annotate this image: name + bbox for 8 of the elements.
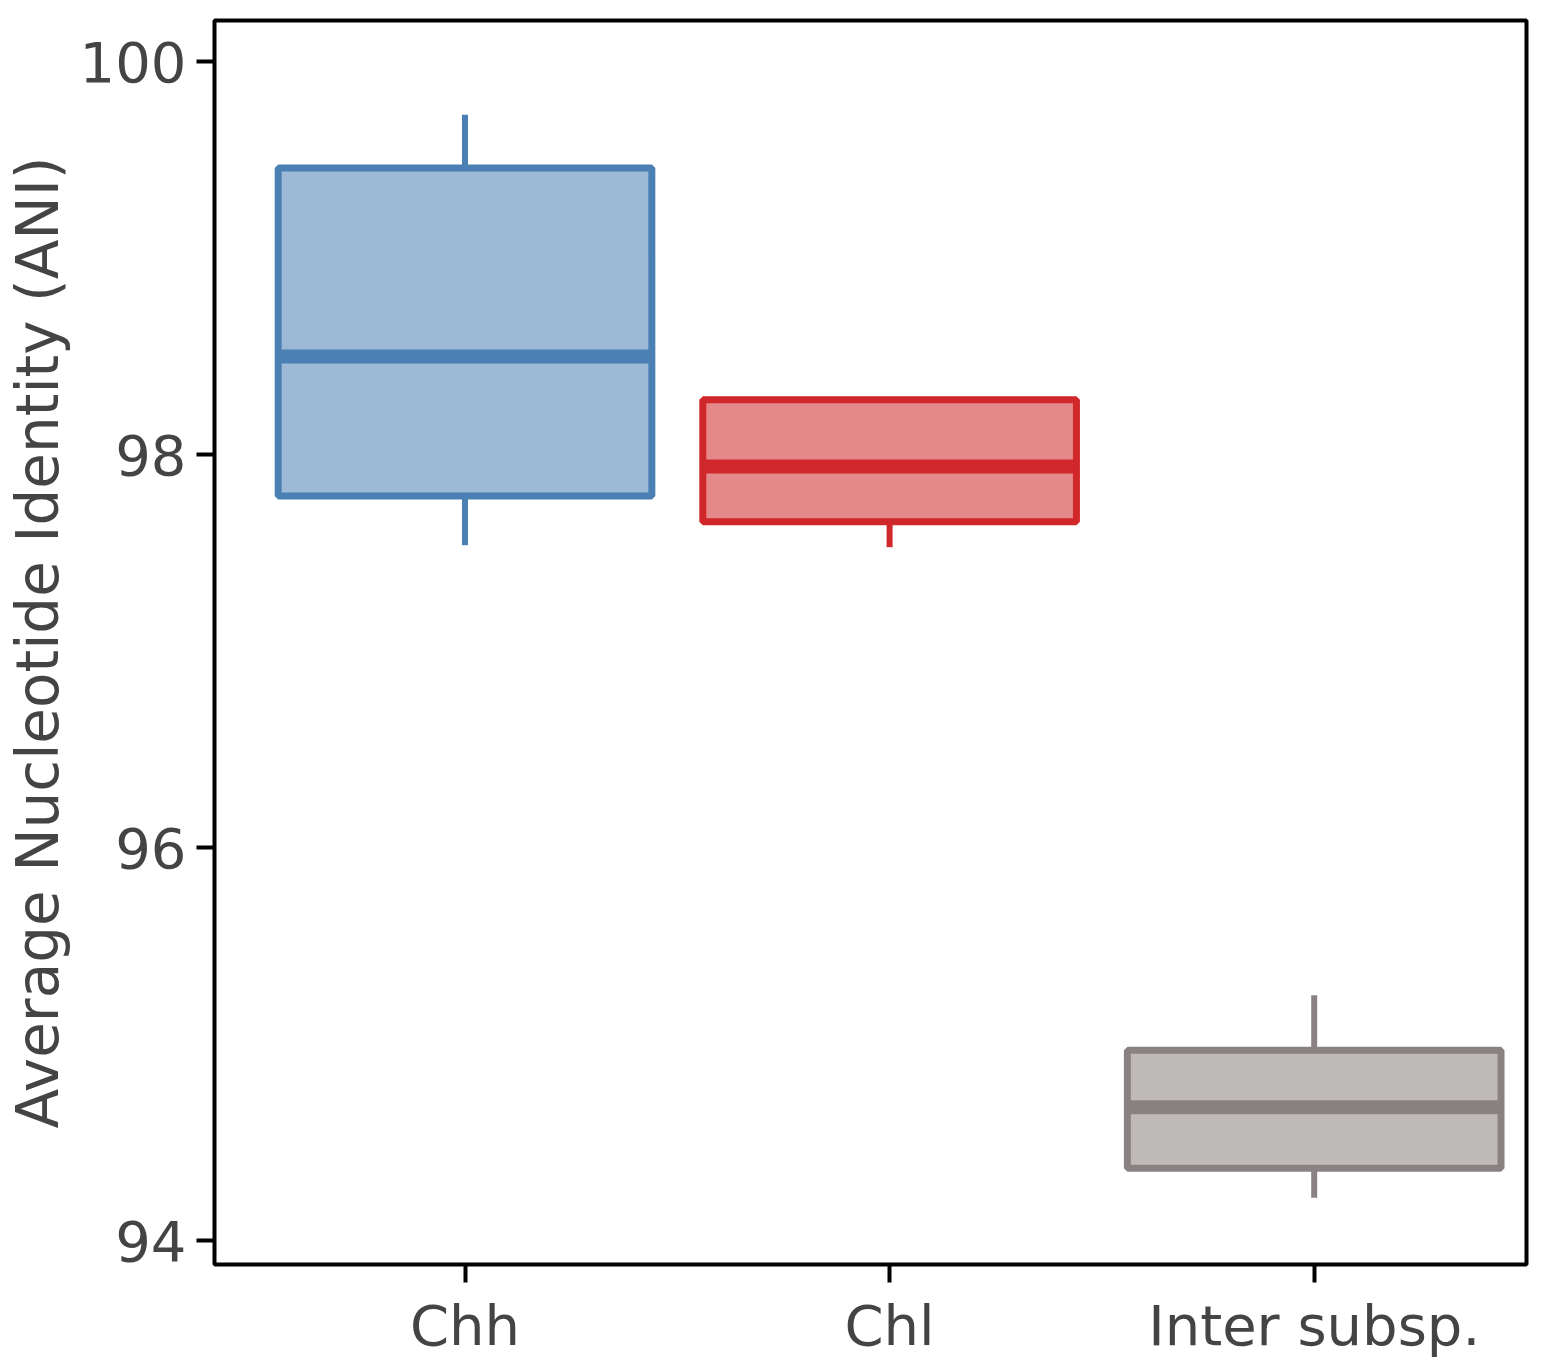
x-tick-label: Inter subsp. bbox=[1148, 1292, 1481, 1358]
x-tick-label: Chl bbox=[844, 1292, 935, 1358]
y-tick-label: 96 bbox=[115, 815, 187, 881]
y-tick-label: 98 bbox=[115, 422, 187, 488]
y-tick-label: 100 bbox=[79, 29, 187, 95]
x-tick-label: Chh bbox=[409, 1292, 521, 1358]
y-tick-label: 94 bbox=[115, 1208, 187, 1274]
y-axis-title: Average Nucleotide Identity (ANI) bbox=[3, 156, 72, 1129]
